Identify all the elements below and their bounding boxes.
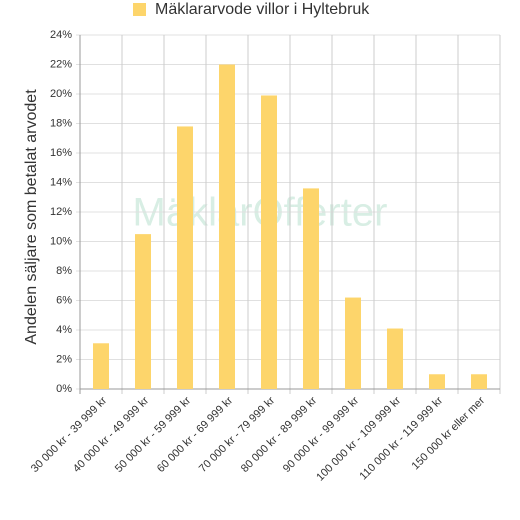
y-tick-label: 24% (50, 29, 72, 41)
x-tick-label: 40 000 kr - 49 999 kr (71, 394, 151, 474)
y-tick-label: 6% (56, 294, 72, 306)
x-tick-label: 100 000 kr - 109 999 kr (314, 394, 403, 483)
y-axis-title: Andelen säljare som betalat arvodet (23, 89, 40, 345)
bar (93, 343, 109, 389)
x-tick-label: 150 000 kr eller mer (410, 394, 488, 472)
y-tick-label: 12% (50, 206, 72, 218)
y-tick-label: 18% (50, 117, 72, 129)
bar (429, 374, 445, 389)
legend-swatch (133, 3, 146, 16)
y-tick-label: 22% (50, 58, 72, 70)
x-tick-label: 90 000 kr - 99 999 kr (281, 394, 361, 474)
y-tick-label: 8% (56, 265, 72, 277)
y-tick-label: 2% (56, 353, 72, 365)
bar (387, 328, 403, 389)
bar (261, 95, 277, 389)
bar (303, 188, 319, 389)
y-tick-label: 10% (50, 235, 72, 247)
x-tick-label: 80 000 kr - 89 999 kr (239, 394, 319, 474)
bar (135, 234, 151, 389)
watermark: MäklarOfferter (133, 191, 388, 235)
y-tick-label: 4% (56, 324, 72, 336)
y-tick-label: 0% (56, 383, 72, 395)
legend-label: Mäklararvode villor i Hyltebruk (155, 1, 370, 18)
x-tick-label: 110 000 kr - 119 999 kr (357, 394, 445, 482)
bar (471, 374, 487, 389)
x-tick-label: 60 000 kr - 69 999 kr (155, 394, 235, 474)
y-tick-label: 20% (50, 88, 72, 100)
y-tick-label: 16% (50, 147, 72, 159)
x-tick-label: 70 000 kr - 79 999 kr (197, 394, 277, 474)
x-tick-label: 30 000 kr - 39 999 kr (29, 394, 109, 474)
bar (345, 297, 361, 389)
bar (219, 64, 235, 389)
x-tick-label: 50 000 kr - 59 999 kr (113, 394, 193, 474)
y-tick-label: 14% (50, 176, 72, 188)
bar (177, 126, 193, 389)
